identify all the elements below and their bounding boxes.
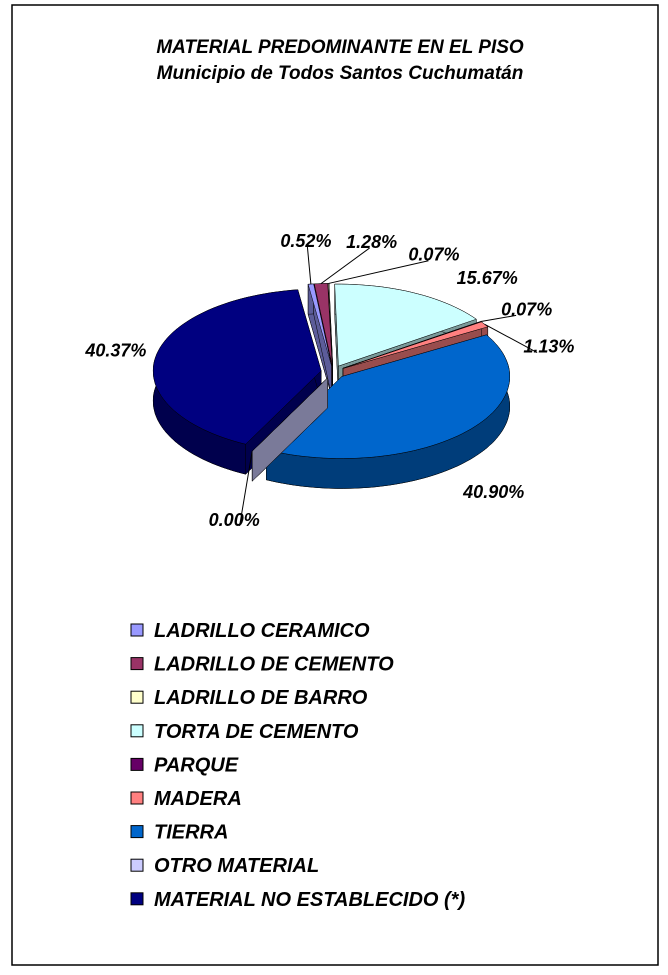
data-label: 1.13% [523,337,574,357]
data-label: 1.28% [346,232,397,252]
legend-swatch [131,725,143,737]
data-label: 40.37% [84,341,146,361]
legend-label: PARQUE [154,754,239,776]
legend-swatch [131,691,143,703]
legend-swatch [131,826,143,838]
legend-label: TIERRA [154,822,228,844]
chart-title: MATERIAL PREDOMINANTE EN EL PISO [156,37,524,58]
data-label: 15.67% [457,268,518,288]
legend-label: TORTA DE CEMENTO [154,721,359,743]
legend-swatch [131,792,143,804]
data-label: 0.07% [408,245,459,265]
legend-label: MADERA [154,788,242,810]
legend-label: OTRO MATERIAL [154,855,319,877]
legend-swatch [131,624,143,636]
legend-swatch [131,658,143,670]
legend-label: LADRILLO CERAMICO [154,620,370,642]
legend-swatch [131,758,143,770]
legend-label: LADRILLO DE BARRO [154,687,368,709]
data-label: 0.00% [209,510,260,530]
legend-label: MATERIAL NO ESTABLECIDO (*) [154,889,465,911]
legend-swatch [131,859,143,871]
legend-label: LADRILLO DE CEMENTO [154,654,394,676]
data-label: 40.90% [462,482,524,502]
chart-subtitle: Municipio de Todos Santos Cuchumatán [157,63,524,84]
legend-swatch [131,893,143,905]
data-label: 0.52% [280,231,331,251]
data-label: 0.07% [501,299,552,319]
